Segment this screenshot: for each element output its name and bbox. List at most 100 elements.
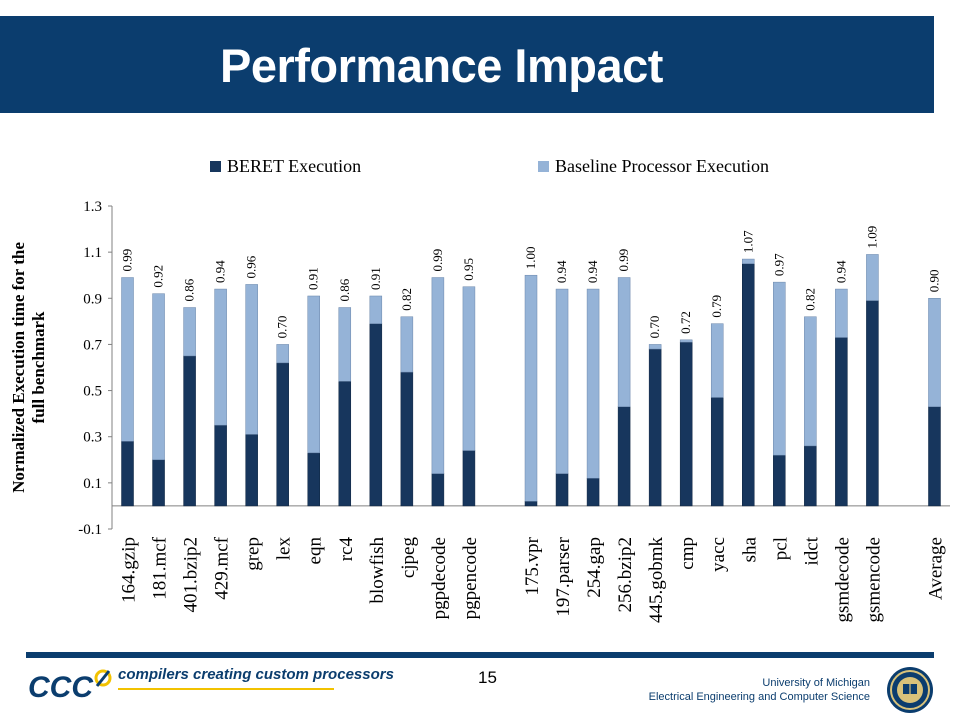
x-tick-label: 254.gap [584,537,605,598]
bar-total-label: 0.94 [833,260,848,283]
bar-beret [586,477,600,507]
x-tick-label: 429.mcf [212,536,233,599]
x-tick-label: blowfish [367,537,388,604]
bar-total-label: 0.95 [461,258,476,281]
bar-beret [928,406,941,507]
bar-total-label: 0.90 [926,270,941,293]
x-tick-label: pcl [770,537,791,560]
bar-beret [804,445,817,507]
bar-beret [555,473,569,507]
bar-total-label: 0.94 [554,260,569,283]
university-block: University of Michigan Electrical Engine… [649,676,870,704]
bar-beret [524,501,538,507]
bar-baseline [835,288,848,338]
bar-baseline [928,298,941,407]
bar-baseline [400,316,414,373]
ccc-logo: CCC [28,669,112,704]
y-tick-label: 0.5 [83,384,102,400]
y-axis-title: full benchmark [29,311,48,423]
x-tick-label: idct [801,536,822,565]
bar-beret [338,381,352,507]
bar-baseline [462,286,476,451]
bar-beret [245,434,258,507]
footer-tagline: compilers creating custom processors [118,666,394,683]
bar-baseline [555,288,569,474]
bar-baseline [152,293,165,461]
bar-baseline [648,344,662,350]
bar-total-label: 0.91 [306,267,321,290]
x-tick-label: lex [274,537,295,561]
x-tick-label: 256.bzip2 [615,537,636,612]
footer-underline [118,688,334,690]
page-number: 15 [478,668,497,687]
y-tick-label: 0.7 [83,337,102,353]
bar-beret [152,459,165,507]
bar-beret [121,441,134,507]
bar-total-label: 0.96 [244,255,259,278]
bar-total-label: 0.86 [337,278,352,301]
bar-beret [431,473,445,507]
slide-title: Performance Impact [220,39,663,92]
x-tick-label: rc4 [336,537,357,562]
bar-total-label: 0.70 [647,316,662,339]
bar-baseline [307,295,320,454]
bar-baseline [679,339,693,343]
x-tick-label: yacc [708,537,729,572]
bar-total-label: 0.97 [771,253,786,276]
x-tick-label: 181.mcf [150,536,171,599]
bar-baseline [183,307,196,357]
x-tick-label: pgpdecode [429,537,450,619]
x-tick-label: cmp [677,537,698,570]
y-tick-label: 0.9 [83,291,102,307]
x-tick-label: cjpeg [398,537,419,579]
bar-total-label: 0.82 [802,288,817,311]
y-tick-label: 1.3 [83,199,102,215]
legend-swatch [538,161,549,172]
y-tick-label: -0.1 [78,522,102,538]
university-seal-icon [887,667,933,713]
bar-total-label: 0.91 [368,267,383,290]
bar-baseline [431,277,445,474]
bar-beret [835,337,848,507]
bar-beret [369,323,383,507]
footer-rule [26,652,934,658]
bar-total-label: 0.99 [120,249,135,272]
bar-baseline [276,344,289,364]
bar-baseline [742,258,755,264]
bar-baseline [245,284,258,435]
bar-total-label: 0.86 [182,278,197,301]
bar-beret [742,263,755,507]
bar-beret [710,397,724,507]
bar-total-label: 0.94 [585,260,600,283]
bar-beret [679,341,693,507]
bar-total-label: 1.07 [740,230,755,253]
bar-baseline [866,254,879,301]
bar-total-label: 0.79 [709,295,724,318]
bar-total-label: 0.82 [399,288,414,311]
title-bar [0,16,934,113]
y-tick-label: 0.3 [83,430,102,446]
bar-total-label: 0.72 [678,311,693,334]
department-name: Electrical Engineering and Computer Scie… [648,691,870,703]
legend-label: BERET Execution [227,156,361,176]
bar-baseline [773,281,786,456]
x-tick-label: eqn [305,537,326,565]
bar-beret [276,362,289,507]
bar-baseline [338,307,352,382]
stacked-bar-chart: BERET Execution Baseline Processor Execut… [9,156,950,623]
bar-total-label: 1.09 [864,226,879,249]
legend-swatch [210,161,221,172]
bar-baseline [710,323,724,398]
bar-beret [462,450,476,507]
bar-baseline [586,288,600,479]
bar-baseline [617,277,631,407]
bar-total-label: 0.94 [213,260,228,283]
bar-beret [400,371,414,507]
bar-baseline [804,316,817,447]
x-tick-label: pgpencode [460,537,481,619]
bar-baseline [214,288,227,426]
logo-text: CCC [28,671,94,704]
bar-beret [214,424,227,507]
bar-beret [866,300,879,507]
bar-total-label: 0.99 [616,249,631,272]
